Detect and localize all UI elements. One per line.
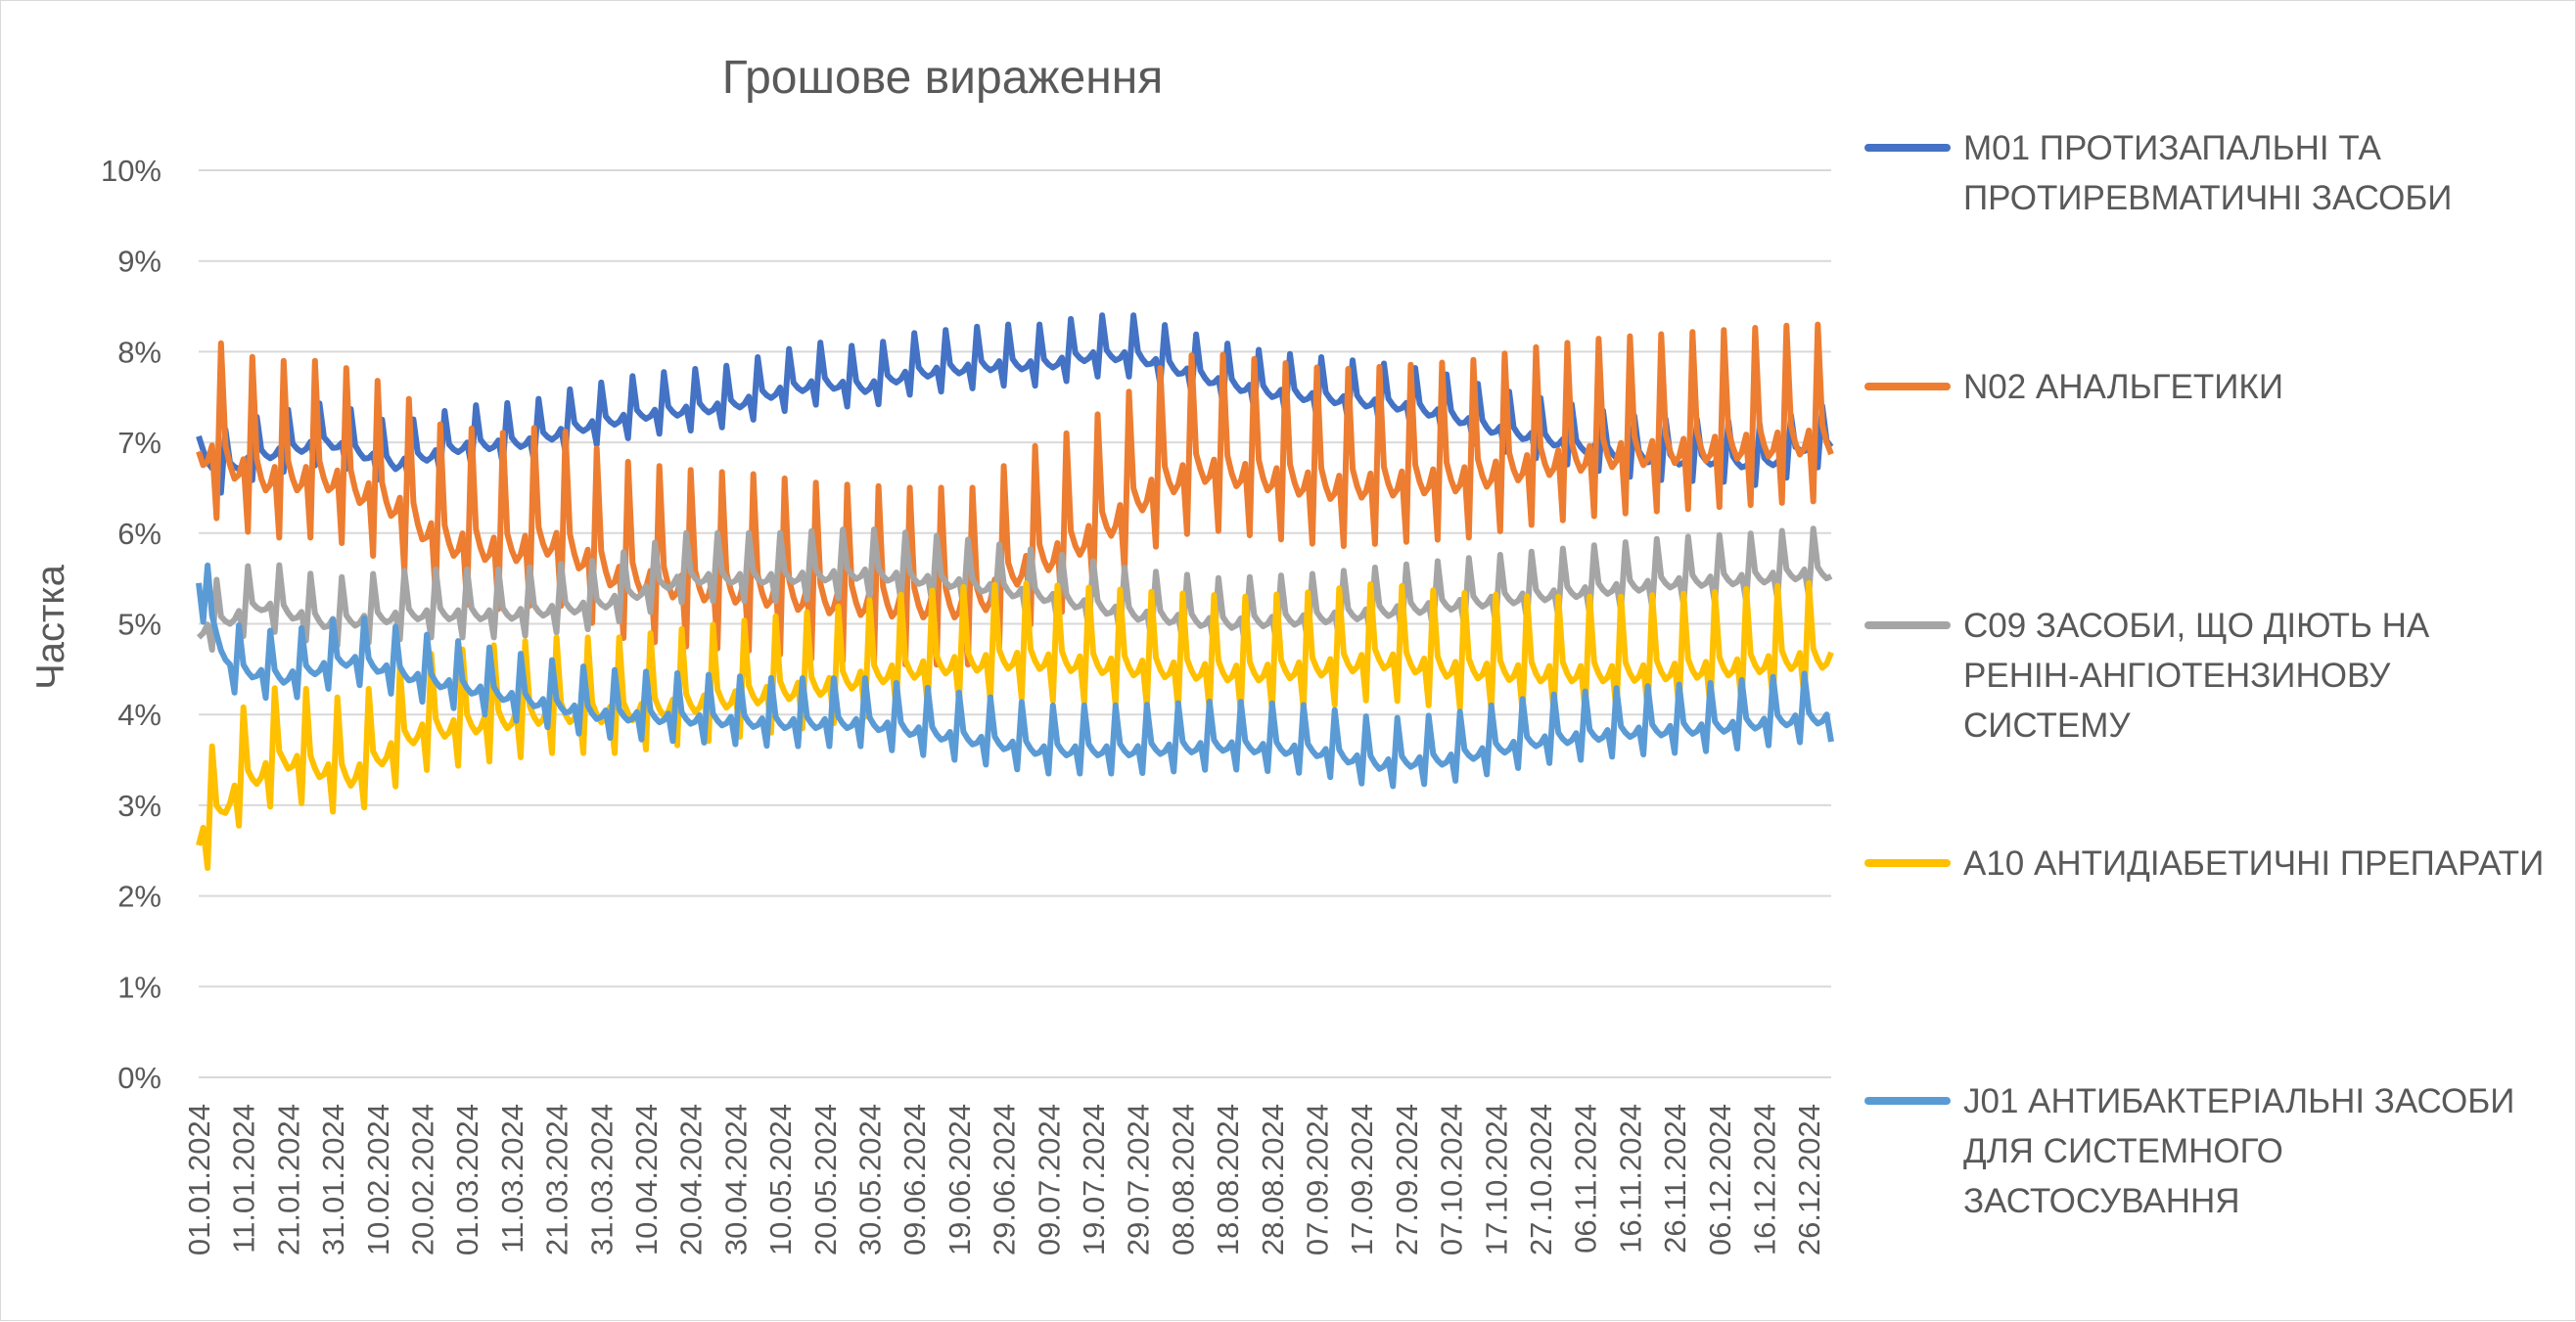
series-line-4 (196, 562, 1834, 790)
series-line-3 (196, 579, 1834, 871)
y-tick-label: 6% (117, 517, 161, 551)
x-tick-label: 17.09.2024 (1345, 1104, 1379, 1255)
x-tick-label: 01.03.2024 (450, 1104, 484, 1255)
y-tick-label: 10% (101, 154, 161, 188)
x-tick-label: 20.04.2024 (674, 1104, 709, 1255)
x-tick-label: 20.02.2024 (405, 1104, 439, 1255)
x-tick-label: 19.07.2024 (1077, 1104, 1111, 1255)
x-tick-label: 10.05.2024 (763, 1104, 798, 1255)
x-tick-label: 28.08.2024 (1256, 1104, 1290, 1255)
x-tick-label: 31.03.2024 (584, 1104, 619, 1255)
x-tick-label: 11.03.2024 (495, 1104, 529, 1254)
legend-label-2: C09 ЗАСОБИ, ЩО ДІЮТЬ НА РЕНІН-АНГІОТЕНЗИН… (1963, 607, 2430, 745)
x-tick-label: 27.09.2024 (1390, 1104, 1424, 1255)
y-tick-labels: 0% 1% 2% 3% 4% 5% 6% 7% 8% 9% 10% (101, 154, 161, 1095)
x-tick-label: 20.05.2024 (808, 1104, 843, 1255)
x-tick-label: 01.01.2024 (182, 1104, 216, 1255)
x-tick-label: 09.07.2024 (1032, 1104, 1066, 1255)
x-tick-label: 07.10.2024 (1435, 1104, 1469, 1255)
y-tick-label: 1% (117, 970, 161, 1004)
legend: M01 ПРОТИЗАПАЛЬНІ ТА ПРОТИРЕВМАТИЧНІ ЗАСО… (1864, 129, 2544, 1220)
y-axis-title: Частка (29, 564, 72, 690)
y-tick-label: 3% (117, 789, 161, 823)
x-tick-label: 07.09.2024 (1300, 1104, 1334, 1255)
x-tick-label: 26.11.2024 (1658, 1104, 1692, 1254)
x-tick-label: 17.10.2024 (1479, 1104, 1513, 1255)
y-tick-label: 7% (117, 426, 161, 460)
x-tick-labels: 01.01.2024 11.01.2024 21.01.2024 31.01.2024… (182, 1104, 1826, 1255)
x-tick-label: 21.01.2024 (271, 1104, 305, 1255)
x-tick-label: 19.06.2024 (943, 1104, 977, 1255)
legend-label-1: N02 АНАЛЬГЕТИКИ (1963, 368, 2283, 406)
y-tick-label: 8% (117, 335, 161, 369)
legend-label-3: A10 АНТИДІАБЕТИЧНІ ПРЕПАРАТИ (1963, 844, 2544, 883)
series-lines (196, 312, 1834, 871)
x-tick-label: 30.04.2024 (718, 1104, 753, 1255)
x-tick-label: 18.08.2024 (1211, 1104, 1245, 1255)
y-tick-label: 5% (117, 608, 161, 642)
x-tick-label: 16.11.2024 (1613, 1104, 1647, 1254)
x-tick-label: 16.12.2024 (1747, 1104, 1781, 1255)
x-tick-label: 29.07.2024 (1122, 1104, 1156, 1255)
series-line-1 (196, 321, 1834, 668)
x-tick-label: 26.12.2024 (1792, 1104, 1826, 1255)
x-tick-label: 27.10.2024 (1524, 1104, 1558, 1255)
chart-title: Грошове вираження (722, 52, 1163, 104)
y-tick-label: 4% (117, 698, 161, 732)
y-tick-label: 0% (117, 1061, 161, 1095)
y-tick-label: 2% (117, 880, 161, 914)
legend-label-0: M01 ПРОТИЗАПАЛЬНІ ТА ПРОТИРЕВМАТИЧНІ ЗАСО… (1963, 129, 2452, 217)
x-tick-label: 21.03.2024 (540, 1104, 575, 1255)
x-tick-label: 06.11.2024 (1569, 1104, 1603, 1254)
x-tick-label: 31.01.2024 (316, 1104, 350, 1255)
y-tick-label: 9% (117, 245, 161, 279)
x-tick-label: 10.04.2024 (629, 1104, 664, 1255)
x-tick-label: 10.02.2024 (361, 1104, 395, 1255)
x-tick-label: 09.06.2024 (897, 1104, 932, 1255)
x-tick-label: 30.05.2024 (852, 1104, 887, 1255)
x-tick-label: 29.06.2024 (988, 1104, 1022, 1255)
x-tick-label: 08.08.2024 (1166, 1104, 1200, 1255)
x-tick-label: 06.12.2024 (1703, 1104, 1737, 1255)
legend-label-4: J01 АНТИБАКТЕРІАЛЬНІ ЗАСОБИ ДЛЯ СИСТЕМНОГ… (1963, 1082, 2514, 1220)
x-tick-label: 11.01.2024 (227, 1104, 261, 1254)
